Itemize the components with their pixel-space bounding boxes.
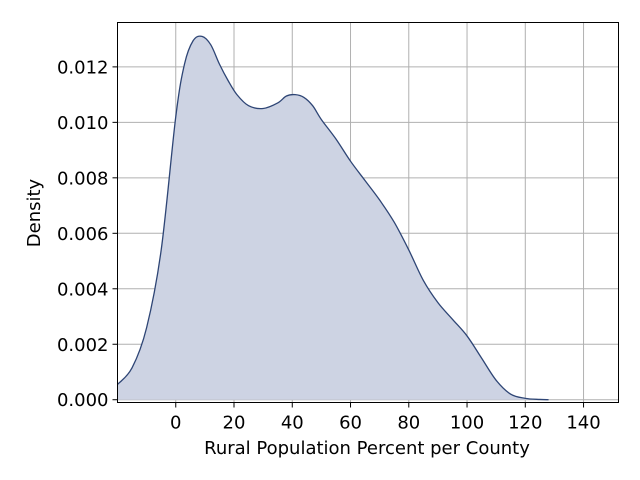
y-tick-label: 0.006 [57, 224, 109, 245]
density-fill [117, 36, 549, 400]
x-tick-label: 80 [397, 413, 420, 434]
density-area [117, 35, 549, 401]
x-axis-label: Rural Population Percent per County [204, 438, 530, 459]
y-tick-label: 0.000 [57, 390, 109, 411]
density-curve [117, 35, 549, 401]
y-tick-label: 0.004 [57, 279, 109, 300]
x-axis-ticks: 0 20 40 60 80 100 120 140 [170, 402, 601, 434]
plot-frame [117, 22, 619, 403]
x-tick-label: 60 [339, 413, 362, 434]
x-tick-label: 20 [223, 413, 246, 434]
y-tick-label: 0.010 [57, 113, 109, 134]
x-tick-label: 40 [281, 413, 304, 434]
y-axis-ticks: 0.000 0.002 0.004 0.006 0.008 0.010 0.012 [57, 57, 118, 411]
x-tick-label: 120 [508, 413, 542, 434]
x-tick-label: 0 [170, 413, 181, 434]
y-tick-label: 0.008 [57, 168, 109, 189]
y-tick-label: 0.002 [57, 335, 109, 356]
x-tick-label: 100 [450, 413, 484, 434]
y-axis-label: Density [24, 178, 45, 247]
x-tick-label: 140 [566, 413, 600, 434]
y-tick-label: 0.012 [57, 57, 109, 78]
